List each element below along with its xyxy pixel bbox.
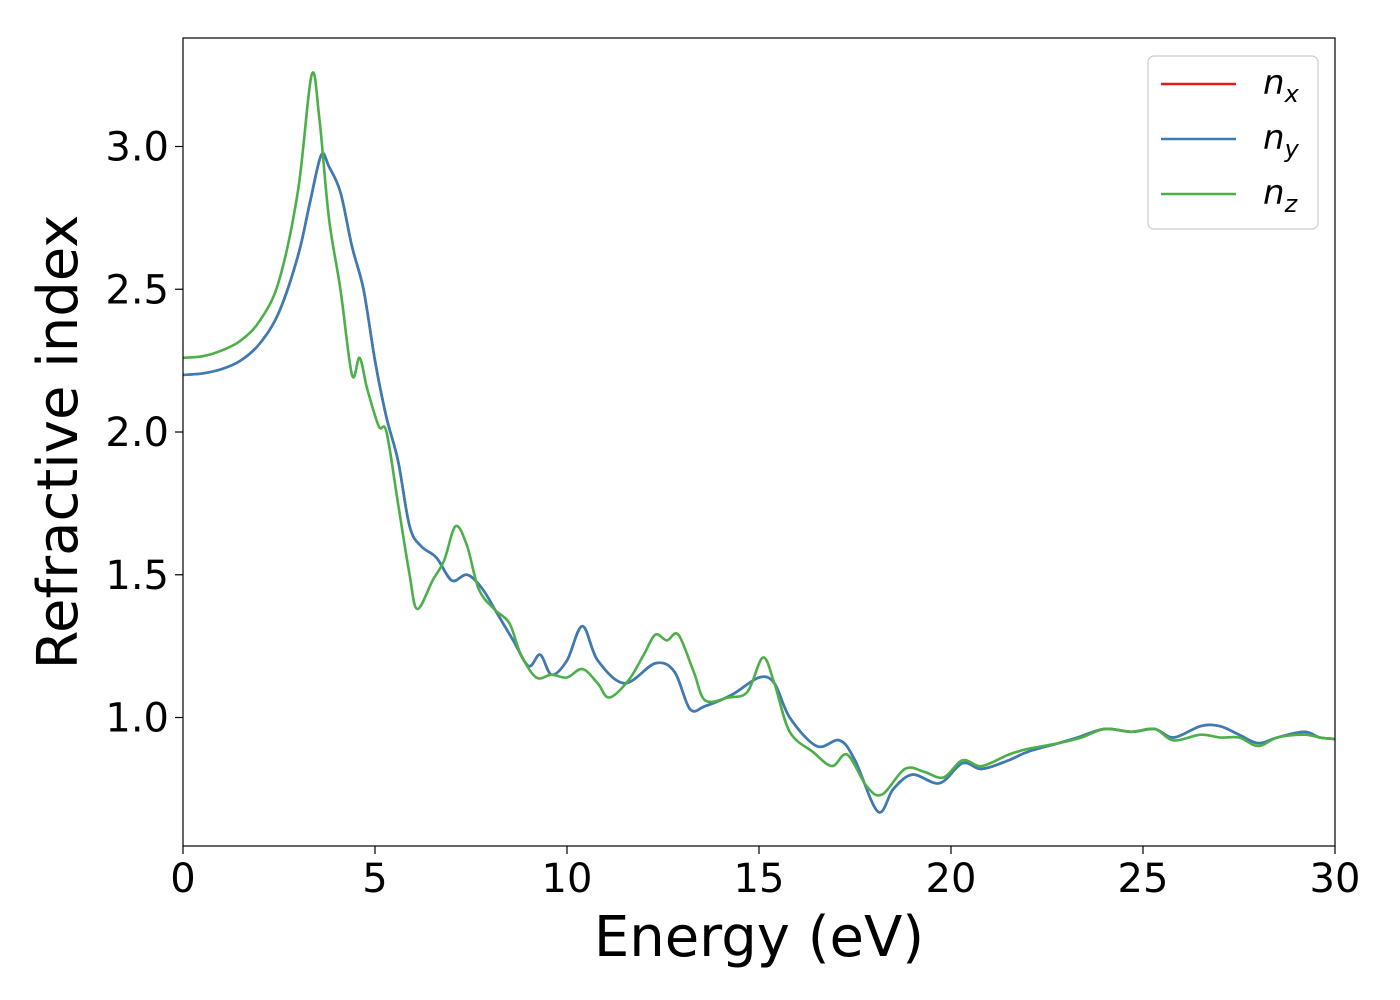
y-axis-ticks: 1.0 1.5 2.0 2.5 3.0 <box>105 124 183 742</box>
x-tick-label: 25 <box>1118 856 1169 902</box>
legend: nx ny nz <box>1147 55 1319 230</box>
x-tick-label: 15 <box>734 856 785 902</box>
y-tick-label: 3.0 <box>105 124 169 170</box>
y-tick-label: 1.0 <box>105 696 169 742</box>
x-tick-label: 30 <box>1310 856 1361 902</box>
x-tick-label: 10 <box>542 856 593 902</box>
series-line-nx <box>183 152 1335 814</box>
x-tick-label: 20 <box>926 856 977 902</box>
legend-box <box>1147 55 1319 230</box>
x-axis-ticks: 0 5 10 15 20 25 30 <box>170 846 1360 902</box>
x-axis-label: Energy (eV) <box>594 905 924 970</box>
legend-label-nz: nz <box>1263 173 1299 218</box>
legend-label-nx: nx <box>1263 63 1300 108</box>
series-lines <box>183 71 1335 814</box>
y-tick-label: 2.0 <box>105 410 169 456</box>
y-tick-label: 2.5 <box>105 267 169 313</box>
x-tick-label: 5 <box>362 856 387 902</box>
x-tick-label: 0 <box>170 856 195 902</box>
plot-frame <box>182 37 1336 847</box>
legend-label-ny: ny <box>1263 118 1300 163</box>
series-line-nz <box>183 71 1335 797</box>
series-line-ny <box>183 152 1335 814</box>
y-axis-label: Refractive index <box>26 215 91 670</box>
y-tick-label: 1.5 <box>105 553 169 599</box>
